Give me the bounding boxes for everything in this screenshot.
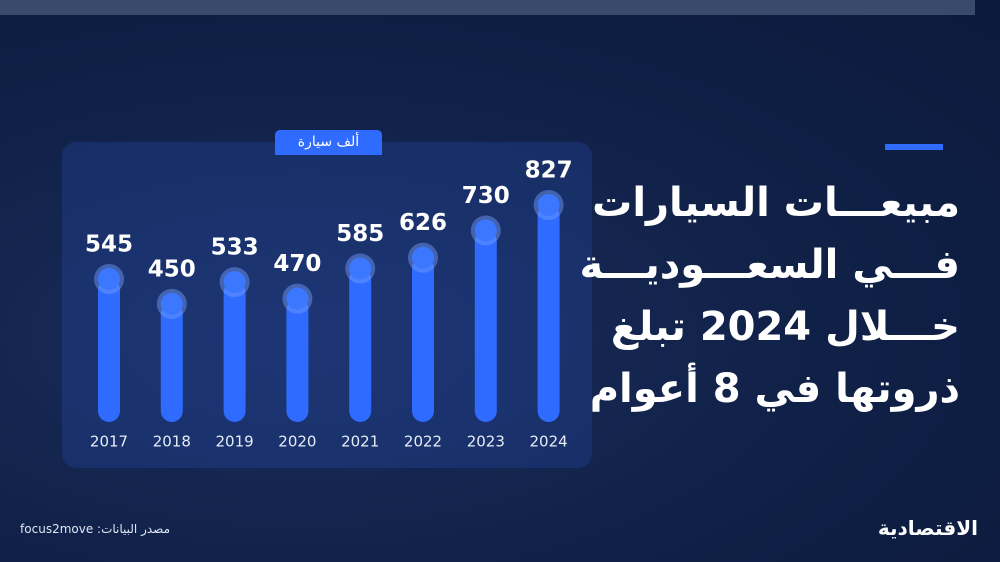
- value-label: 626: [399, 210, 447, 236]
- title-line: خـــلال 2024 تبلغ: [610, 304, 960, 350]
- x-tick-label: 2022: [404, 433, 442, 451]
- x-tick-label: 2024: [530, 433, 568, 451]
- plot: 2017 545 2018 450 2019 533 2020 470 2021 585 2022 6…: [85, 157, 573, 450]
- bar-cap: [537, 193, 560, 216]
- value-label: 450: [148, 256, 196, 282]
- value-label: 545: [85, 231, 133, 257]
- value-label: 585: [336, 221, 384, 247]
- title-line: فـــي السعـــوديـــة: [579, 242, 960, 288]
- source: مصدر البيانات: focus2move: [20, 522, 170, 536]
- top-strip: [0, 0, 975, 15]
- logo: الاقتصادية: [877, 516, 978, 540]
- x-tick-label: 2021: [341, 433, 379, 451]
- x-tick-label: 2020: [278, 433, 316, 451]
- bar: [349, 268, 372, 422]
- x-tick-label: 2023: [467, 433, 505, 451]
- bar: [537, 204, 560, 422]
- value-label: 533: [211, 235, 259, 261]
- value-label: 730: [462, 183, 510, 209]
- title-line: ذروتها في 8 أعوام: [589, 366, 960, 412]
- bar-cap: [160, 292, 183, 315]
- bar-cap: [412, 246, 434, 269]
- bar: [474, 230, 497, 422]
- title-line: مبيعـــات السيارات: [592, 180, 960, 226]
- bar-cap: [474, 219, 497, 242]
- bar-cap: [286, 287, 309, 310]
- bar-cap: [223, 271, 246, 294]
- value-label: 827: [525, 157, 573, 183]
- bar: [98, 278, 120, 422]
- title: مبيعـــات السيارات فـــي السعـــوديـــة خـ…: [579, 172, 960, 420]
- bar: [223, 282, 246, 422]
- x-tick-label: 2019: [216, 433, 254, 451]
- x-tick-label: 2018: [153, 433, 191, 451]
- chart-panel: [62, 142, 592, 468]
- unit-label: ألف سيارة: [275, 130, 382, 155]
- bar: [412, 257, 434, 422]
- bar: [160, 303, 183, 422]
- value-label: 470: [273, 251, 321, 277]
- bar-cap: [98, 267, 120, 290]
- bar: [286, 298, 309, 422]
- x-tick-label: 2017: [90, 433, 128, 451]
- bar-cap: [349, 257, 372, 280]
- accent-line: [885, 144, 943, 150]
